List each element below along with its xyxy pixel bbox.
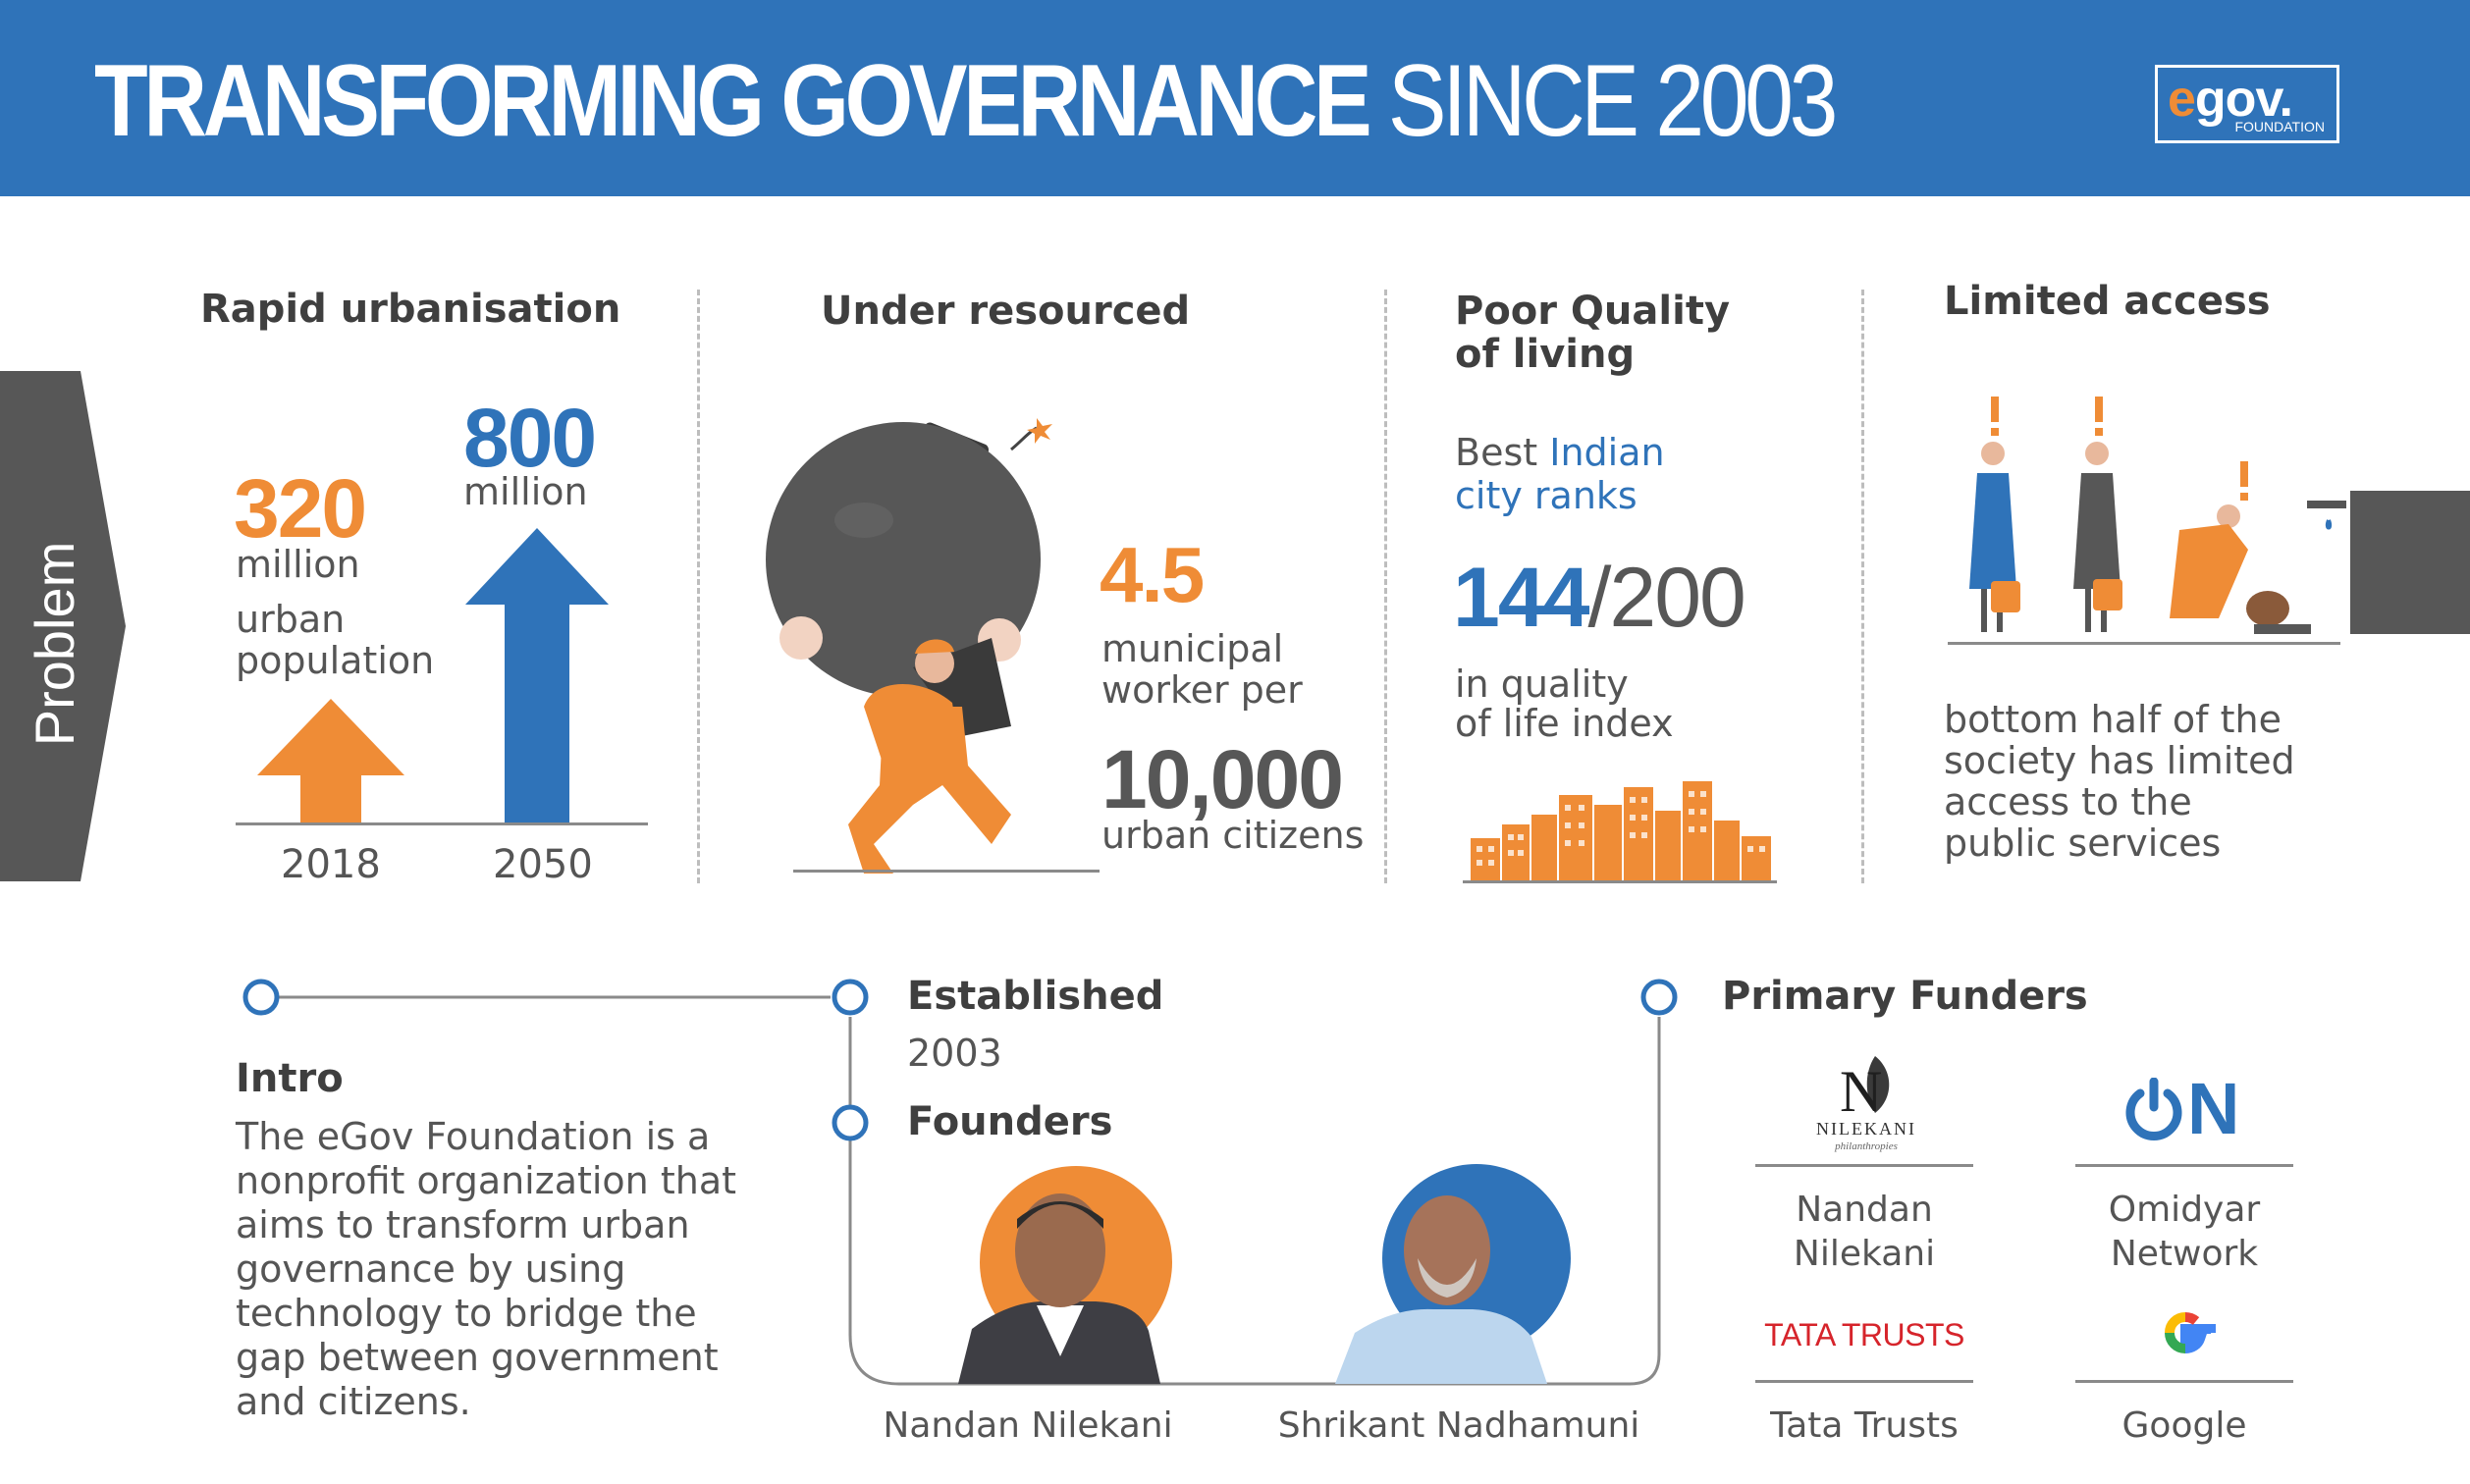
power-icon — [2125, 1078, 2182, 1140]
founders-title: Founders — [907, 1099, 1113, 1144]
quality-desc-2: of life index — [1455, 702, 1674, 745]
quality-rank-highlight: Indian — [1549, 431, 1665, 474]
founder-name-2: Shrikant Nadhamuni — [1277, 1405, 1640, 1446]
column-divider-2 — [1384, 290, 1387, 883]
urbanisation-desc-2: population — [236, 639, 435, 682]
urbanisation-2018-value: 320 — [234, 462, 367, 555]
funder-divider-1 — [1755, 1164, 1973, 1167]
quality-desc-1: in quality — [1455, 662, 1629, 706]
logo-subtext: FOUNDATION — [2234, 119, 2325, 134]
arrow-2050-icon — [465, 528, 609, 824]
city-skyline-icon — [1463, 781, 1777, 883]
intro-line-2: nonprofit organization that — [236, 1159, 737, 1202]
access-desc-4: public services — [1944, 822, 2222, 865]
omidyar-network-logo: N — [2121, 1070, 2248, 1148]
arrow-2018-icon — [257, 699, 404, 824]
quality-rank-value: 144/200 — [1453, 550, 1746, 647]
intro-text: The eGov Foundation is a nonprofit organ… — [236, 1115, 736, 1424]
urbanisation-2018-unit: million — [236, 543, 360, 586]
funder-divider-3 — [1755, 1380, 1973, 1383]
founder-name-1: Nandan Nilekani — [883, 1405, 1173, 1446]
timeline-connector — [242, 979, 1678, 1386]
urbanisation-desc-1: urban — [236, 598, 346, 641]
funders-title: Primary Funders — [1722, 974, 2088, 1019]
intro-line-4: governance by using — [236, 1247, 626, 1291]
founder-photo-nadhamuni — [1335, 1164, 1571, 1384]
tata-trusts-logo: TATA TRUSTS — [1764, 1317, 1964, 1352]
founder-photo-nilekani — [958, 1166, 1172, 1384]
omidyar-logo-text: N — [2187, 1068, 2240, 1149]
established-title: Established — [907, 974, 1164, 1019]
egov-logo: egov. FOUNDATION — [2155, 65, 2339, 143]
workers-desc-1: municipal — [1101, 627, 1284, 670]
urbanisation-title: Rapid urbanisation — [200, 287, 621, 332]
quality-rank-number: 144 — [1453, 551, 1589, 645]
workers-value: 4.5 — [1100, 531, 1205, 618]
under-resourced-title: Under resourced — [821, 289, 1191, 334]
access-desc-2: society has limited — [1944, 739, 2295, 782]
quality-rank-total: /200 — [1587, 551, 1746, 645]
access-desc-1: bottom half of the — [1944, 698, 2282, 741]
funder-google-name: Google — [2121, 1405, 2247, 1446]
quality-title-1: Poor Quality — [1455, 289, 1731, 334]
intro-title: Intro — [236, 1056, 344, 1101]
timeline-dot-intro — [242, 979, 280, 1016]
worker-with-bomb-illustration — [766, 418, 1100, 874]
timeline-dot-founders — [832, 1104, 869, 1141]
citizens-desc: urban citizens — [1101, 814, 1365, 857]
nilekani-philanthropies-logo: N NILEKANI philanthropies — [1757, 1054, 1975, 1156]
funder-nilekani-name-1: Nandan — [1796, 1190, 1933, 1230]
year-2018-label: 2018 — [281, 842, 381, 887]
funder-nilekani-name-2: Nilekani — [1793, 1234, 1936, 1274]
page-title: TRANSFORMING GOVERNANCE SINCE 2003 — [94, 43, 1838, 159]
nilekani-logo-subtext: philanthropies — [1835, 1140, 1898, 1152]
quality-title-2: of living — [1455, 332, 1636, 377]
quality-rank-line-2: city ranks — [1455, 474, 1638, 517]
timeline-dot-established — [832, 979, 869, 1016]
urbanisation-2050-value: 800 — [463, 392, 597, 484]
nilekani-logo-text: NILEKANI — [1816, 1119, 1916, 1139]
problem-arrow-tab — [0, 371, 126, 881]
urbanisation-baseline — [236, 822, 648, 825]
intro-line-3: aims to transform urban — [236, 1203, 690, 1246]
intro-line-6: gap between government — [236, 1336, 719, 1379]
logo-e: e — [2168, 71, 2196, 128]
title-bold: TRANSFORMING GOVERNANCE — [94, 44, 1372, 158]
funder-omidyar-name-2: Network — [2110, 1234, 2259, 1274]
intro-line-5: technology to bridge the — [236, 1292, 697, 1335]
column-divider-3 — [1861, 290, 1864, 883]
citizens-value: 10,000 — [1101, 733, 1344, 825]
logo-text: egov. — [2168, 70, 2293, 129]
intro-line-1: The eGov Foundation is a — [236, 1115, 711, 1158]
funder-divider-4 — [2075, 1380, 2293, 1383]
timeline-dot-funders — [1640, 979, 1678, 1016]
column-divider-1 — [697, 290, 700, 883]
funder-divider-2 — [2075, 1164, 2293, 1167]
header-banner: TRANSFORMING GOVERNANCE SINCE 2003 egov.… — [0, 0, 2470, 196]
logo-gov: gov. — [2194, 71, 2293, 128]
people-queue-illustration — [1948, 397, 2470, 645]
problem-label: Problem — [24, 541, 85, 747]
intro-line-7: and citizens. — [236, 1380, 471, 1423]
leaf-n-icon: N — [1840, 1056, 1890, 1119]
title-light: SINCE 2003 — [1387, 44, 1838, 158]
urbanisation-2050-unit: million — [463, 470, 588, 513]
access-title: Limited access — [1944, 279, 2271, 324]
quality-rank-line-1: Best Indian — [1455, 432, 1665, 473]
year-2050-label: 2050 — [493, 842, 593, 887]
workers-desc-2: worker per — [1101, 668, 1303, 712]
funder-omidyar-name-1: Omidyar — [2108, 1190, 2261, 1230]
quality-rank-pre: Best — [1455, 431, 1550, 474]
funder-tata-name: Tata Trusts — [1770, 1405, 1959, 1446]
established-year: 2003 — [907, 1032, 1002, 1075]
access-desc-3: access to the — [1944, 780, 2192, 823]
svg-text:N: N — [1840, 1059, 1882, 1119]
google-g-icon — [2165, 1312, 2216, 1353]
